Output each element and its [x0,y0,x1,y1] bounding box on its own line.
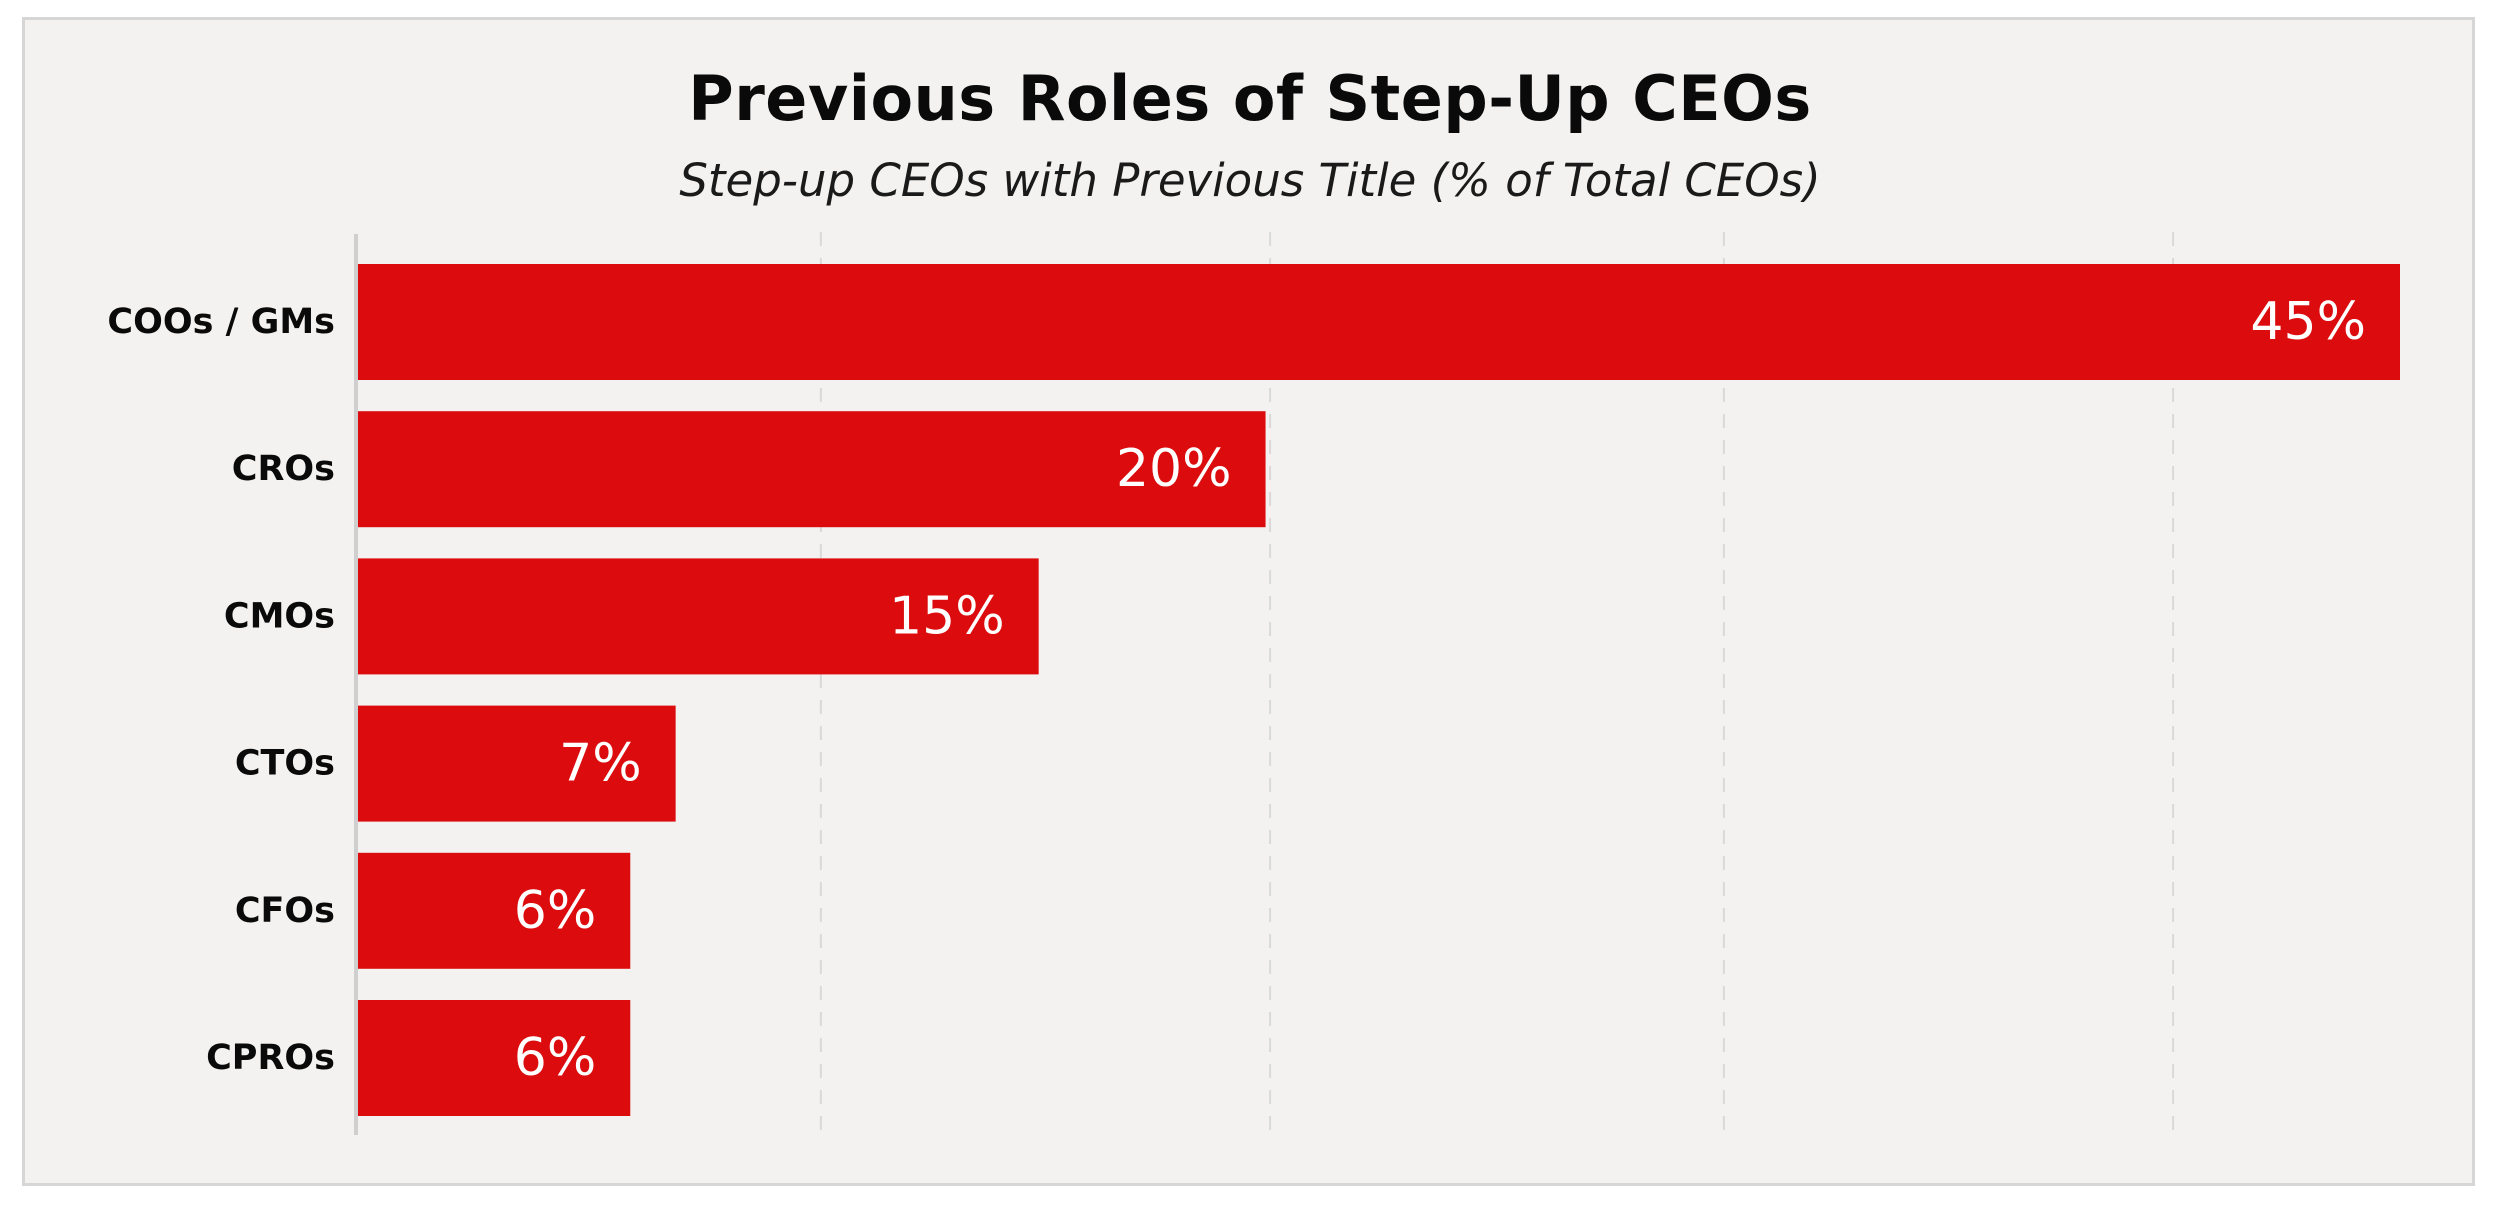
category-label: CFOs [235,891,335,931]
data-label: 45% [2250,292,2366,352]
bar-4 [358,705,676,822]
value-labels: 45% 20% 15% 7% 6% 6% [514,292,2366,1088]
category-label: CTOs [235,744,335,784]
data-label: 20% [1116,439,1232,499]
data-label: 6% [514,881,597,941]
chart-subtitle: Step-up CEOs with Previous Title (% of T… [679,154,1821,207]
bar-2 [358,411,1266,528]
category-labels: COOs / GMs CROs CMOs CTOs CFOs CPROs [107,302,335,1078]
category-label: COOs / GMs [107,302,335,342]
gridlines [819,232,2175,1135]
bar-3 [358,558,1039,675]
chart-title: Previous Roles of Step-Up CEOs [688,62,1812,135]
data-label: 6% [514,1028,597,1088]
bar-6 [358,1000,631,1116]
category-label: CPROs [206,1038,335,1078]
category-label: CMOs [224,596,335,636]
bars [358,264,2400,1116]
data-label: 15% [889,586,1005,646]
bar-5 [358,852,631,969]
data-label: 7% [559,734,642,794]
bar-1 [358,264,2400,380]
category-label: CROs [232,449,335,489]
